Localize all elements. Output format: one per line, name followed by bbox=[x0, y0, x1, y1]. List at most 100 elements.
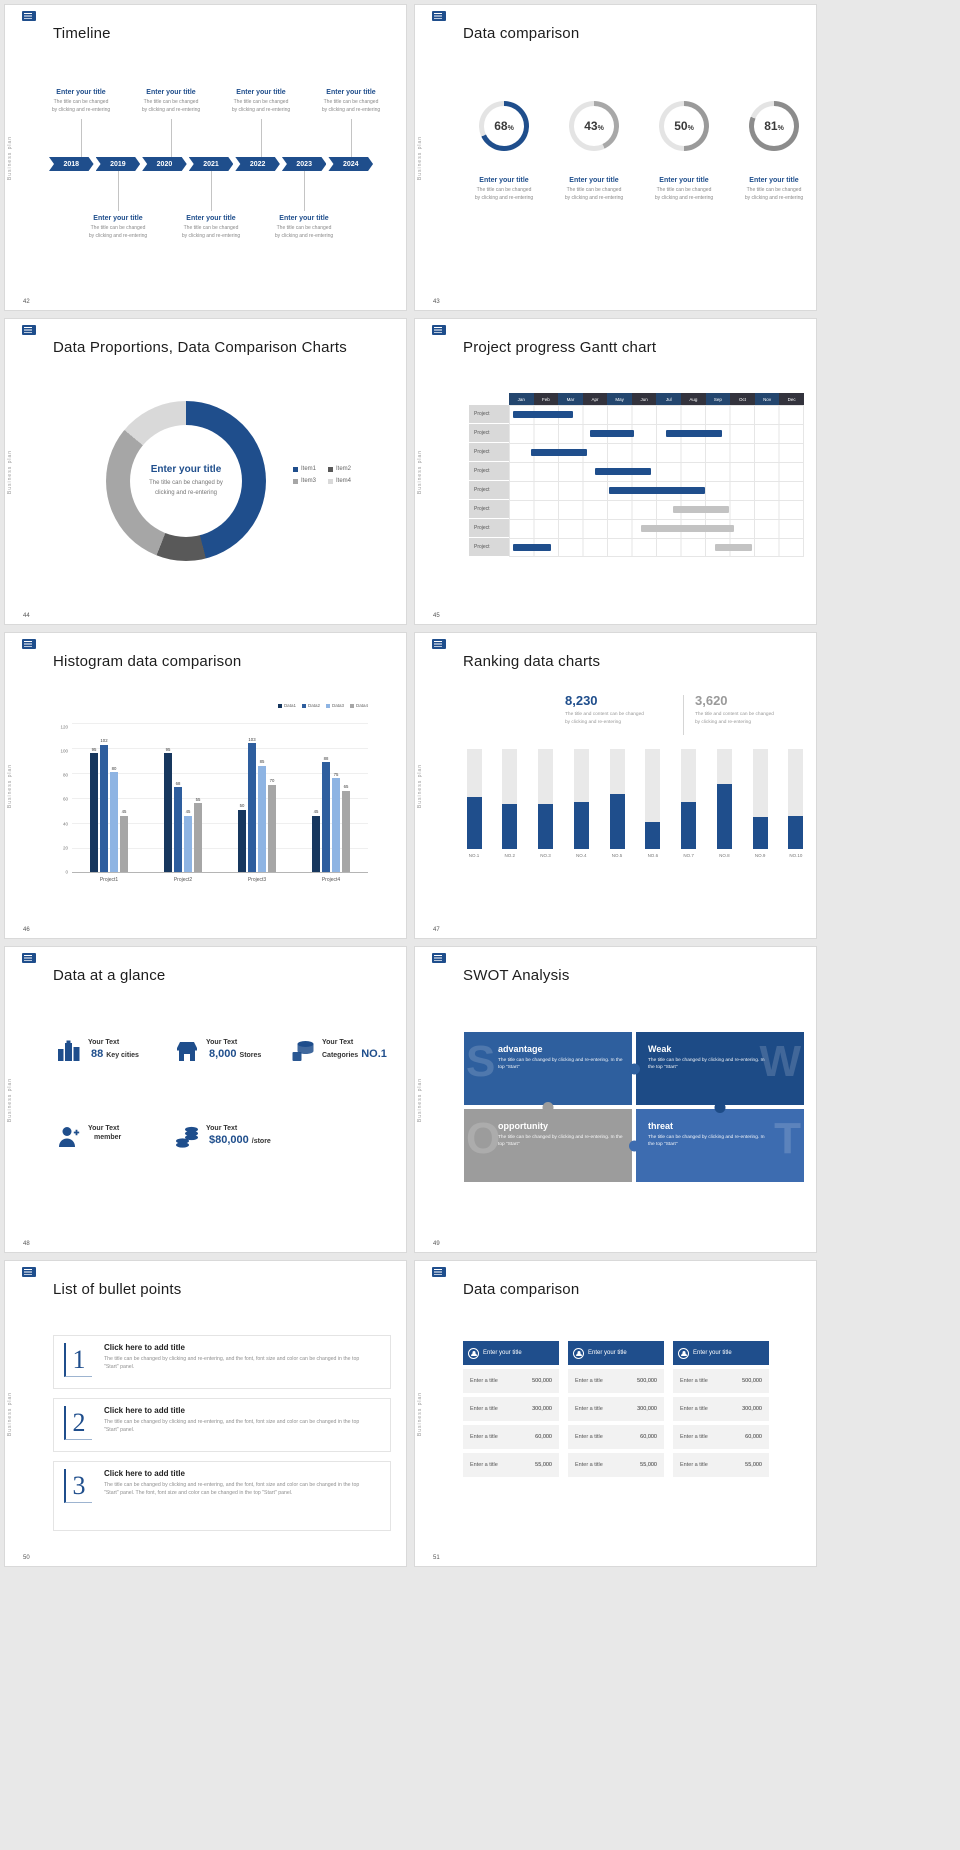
legend-item: Data4 bbox=[349, 703, 368, 708]
bar-value: 85 bbox=[259, 759, 265, 765]
stat-stores: Your Text 8,000 Stores bbox=[175, 1039, 293, 1063]
comparison-table-2: Enter your title Enter a title 500,000 En… bbox=[568, 1341, 664, 1477]
row-value: 300,000 bbox=[742, 1406, 762, 1412]
entry-title: Enter your title bbox=[326, 89, 376, 96]
slide-thumbnail-42-timeline[interactable]: Business plan Timeline Enter your title … bbox=[4, 4, 407, 311]
x-tick: Project1 bbox=[99, 877, 119, 883]
ranking-column: NO.4 bbox=[572, 749, 590, 858]
coins-icon bbox=[176, 1126, 198, 1148]
month-header: Nov bbox=[754, 393, 780, 405]
timeline-year: 2018 bbox=[49, 157, 94, 171]
bar-value: 88 bbox=[323, 755, 329, 761]
slide-thumbnail-44-proportions[interactable]: Business plan Data Proportions, Data Com… bbox=[4, 318, 407, 625]
entry-caption: The title can be changed by clicking and … bbox=[72, 225, 164, 241]
gantt-row-label: Project bbox=[469, 481, 509, 500]
puzzle-knob bbox=[714, 1101, 726, 1113]
stat-value: 8,000 bbox=[209, 1048, 237, 1060]
watermark-letter: O bbox=[466, 1114, 501, 1163]
caption-line: by clicking and re-entering bbox=[564, 194, 624, 201]
entry-title: Enter your title bbox=[279, 215, 329, 222]
ring-percent: 50% bbox=[659, 101, 709, 151]
row-label: Enter a title bbox=[470, 1434, 498, 1440]
slide-number: 42 bbox=[23, 299, 30, 305]
percent-value: 81 bbox=[764, 119, 778, 133]
percent-symbol: % bbox=[597, 124, 604, 132]
swot-piece-threat: T threat The title can be changed by cli… bbox=[628, 1109, 804, 1182]
brand-logo-icon bbox=[22, 1267, 36, 1277]
entry-caption: The title can be changed by clicking and … bbox=[638, 187, 730, 203]
timeline-year: 2019 bbox=[96, 157, 141, 171]
bar-track bbox=[681, 749, 697, 849]
timeline-connector-line bbox=[81, 119, 82, 157]
gantt-row-label: Project bbox=[469, 405, 509, 424]
caption-line: by clicking and re-entering bbox=[321, 106, 381, 113]
slide-thumbnail-45-gantt[interactable]: Business plan Project progress Gantt cha… bbox=[414, 318, 817, 625]
caption-line: The title can be changed bbox=[143, 99, 199, 105]
entry-title: Enter your title bbox=[569, 177, 619, 184]
entry-caption: The title can be changed by clicking and … bbox=[458, 187, 550, 203]
legend-label: Data3 bbox=[331, 703, 344, 708]
table-row: Enter a title 60,000 bbox=[463, 1425, 559, 1449]
slide-thumbnail-51-data-tables[interactable]: Business plan Data comparison Enter your… bbox=[414, 1260, 817, 1567]
row-label: Enter a title bbox=[680, 1434, 708, 1440]
caption-line: The title and content can be changed bbox=[565, 712, 644, 717]
stat-revenue-per-store: Your Text $80,000/store bbox=[175, 1125, 293, 1149]
brand-logo-icon bbox=[432, 1267, 446, 1277]
bar-value: 75 bbox=[333, 771, 339, 777]
bullet-desc: The title can be changed by clicking and… bbox=[104, 1482, 360, 1497]
row-label: Enter a title bbox=[680, 1462, 708, 1468]
brand-logo-icon bbox=[432, 639, 446, 649]
stat-label: Your Text bbox=[206, 1125, 238, 1132]
month-header: Aug bbox=[681, 393, 706, 405]
donut-legend: Item1 Item2 Item3 Item4 bbox=[293, 466, 351, 484]
timeline-year-bar: 2018 2019 2020 2021 2022 2023 2024 bbox=[49, 157, 373, 171]
month-header: Mar bbox=[558, 393, 583, 405]
caption-line: The title can be changed bbox=[233, 99, 289, 105]
gantt-bar bbox=[665, 430, 723, 437]
slide-thumbnail-50-bullets[interactable]: Business plan List of bullet points 1 Cl… bbox=[4, 1260, 407, 1567]
bar: 70 bbox=[268, 778, 276, 872]
legend-item: Item1 bbox=[293, 466, 316, 472]
bar-value: 65 bbox=[343, 784, 349, 790]
bar-value: 80 bbox=[111, 765, 117, 771]
comparison-table-3: Enter your title Enter a title 500,000 En… bbox=[673, 1341, 769, 1477]
slide-thumbnail-47-ranking[interactable]: Business plan Ranking data charts 8,230 … bbox=[414, 632, 817, 939]
slide-thumbnail-49-swot[interactable]: Business plan SWOT Analysis S advantage … bbox=[414, 946, 817, 1253]
highlight-caption: The title and content can be changed by c… bbox=[565, 711, 677, 726]
bar: 65 bbox=[342, 784, 350, 872]
entry-caption: The title can be changed by clicking and … bbox=[548, 187, 640, 203]
row-value: 300,000 bbox=[532, 1406, 552, 1412]
rank-label: NO.1 bbox=[468, 853, 480, 858]
slide-title: Histogram data comparison bbox=[53, 653, 242, 670]
row-label: Enter a title bbox=[680, 1406, 708, 1412]
slide-thumbnail-46-histogram[interactable]: Business plan Histogram data comparison … bbox=[4, 632, 407, 939]
slide-title: Project progress Gantt chart bbox=[463, 339, 657, 356]
caption-line: clicking and re-entering bbox=[154, 489, 218, 496]
bar-track bbox=[538, 749, 554, 849]
percent-symbol: % bbox=[687, 124, 694, 132]
row-value: 60,000 bbox=[745, 1434, 762, 1440]
bar: 95 bbox=[90, 747, 98, 872]
legend-label: Item2 bbox=[336, 466, 352, 472]
caption-line: by clicking and re-entering bbox=[141, 106, 201, 113]
bar: 45 bbox=[184, 809, 192, 872]
bar: 95 bbox=[164, 747, 172, 872]
big-number: 3,620 bbox=[695, 693, 728, 708]
bar-fill bbox=[716, 784, 732, 849]
caption-line: by clicking and re-entering bbox=[274, 232, 334, 239]
rank-label: NO.2 bbox=[504, 853, 516, 858]
vertical-sidebar-label: Business plan bbox=[417, 763, 423, 808]
swot-piece-title: opportunity bbox=[498, 1121, 548, 1131]
slide-thumbnail-43-data-comparison[interactable]: Business plan Data comparison 68% 43% 50… bbox=[414, 4, 817, 311]
donut-center-text: Enter your title The title can be change… bbox=[130, 425, 242, 537]
legend-item: Item4 bbox=[328, 478, 351, 484]
ring-caption-1: Enter your title The title can be change… bbox=[458, 177, 550, 203]
gantt-row-label: Project bbox=[469, 538, 509, 557]
caption-line: The title can be changed bbox=[276, 225, 332, 231]
rank-label: NO.9 bbox=[754, 853, 766, 858]
caption-line: The title can be changed bbox=[476, 187, 532, 193]
brand-logo-icon bbox=[432, 325, 446, 335]
row-label: Enter a title bbox=[575, 1462, 603, 1468]
slide-thumbnail-48-data-glance[interactable]: Business plan Data at a glance Your Text… bbox=[4, 946, 407, 1253]
legend-label: Item1 bbox=[301, 466, 317, 472]
